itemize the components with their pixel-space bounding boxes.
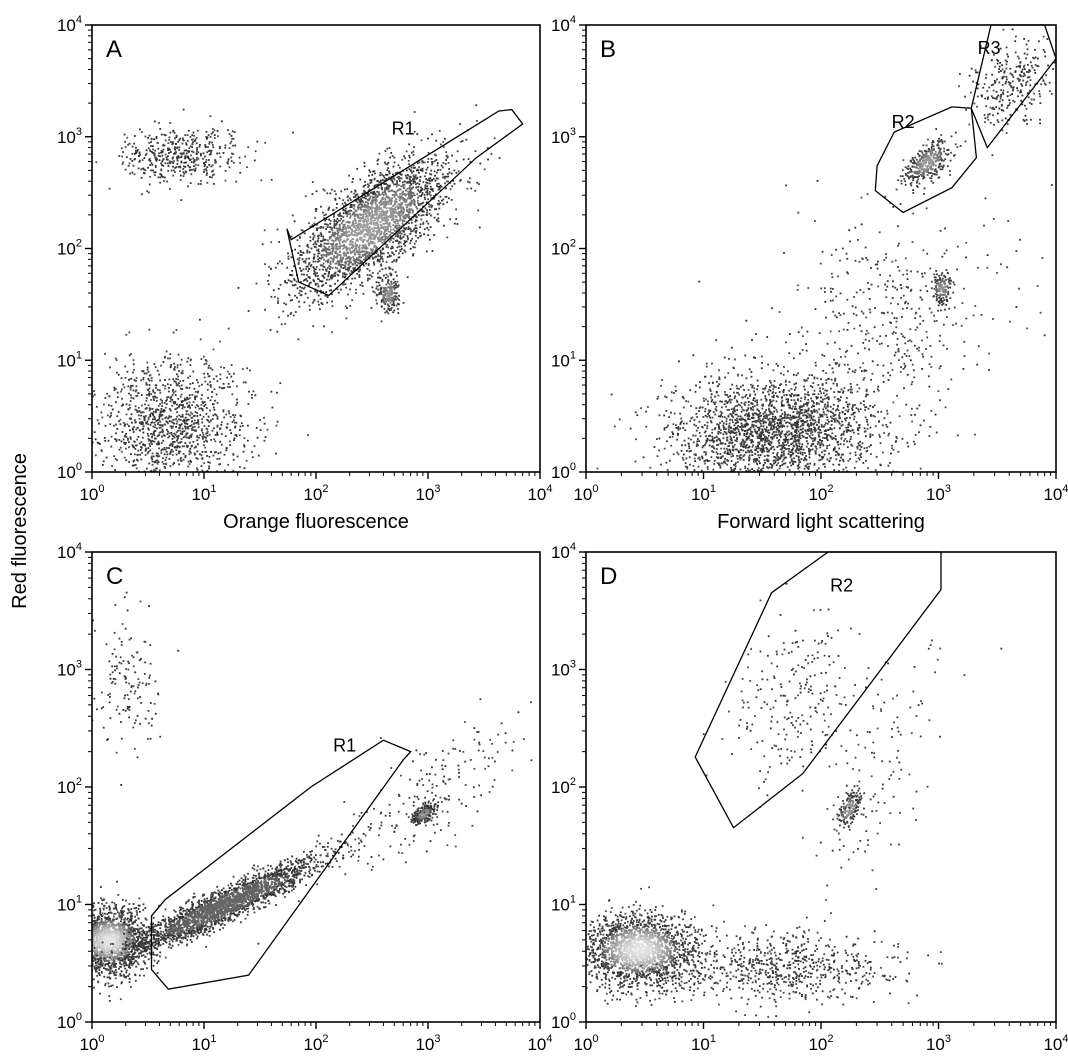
y-tick-label: 103 xyxy=(551,126,576,147)
y-tick-label: 100 xyxy=(57,461,82,482)
gate-r2 xyxy=(874,106,978,214)
y-tick-label: 101 xyxy=(57,349,82,370)
panel-label: B xyxy=(600,36,616,63)
y-tick-label: 103 xyxy=(551,659,576,680)
cluster-3 xyxy=(702,582,874,808)
scatter-points xyxy=(596,28,1056,472)
x-tick-label: 104 xyxy=(527,483,552,504)
gate-label-r1: R1 xyxy=(392,118,415,138)
x-tick-label: 101 xyxy=(691,1033,716,1054)
y-tick-label: 101 xyxy=(551,894,576,915)
y-tick-label: 100 xyxy=(551,461,576,482)
cluster-2 xyxy=(895,128,967,195)
cluster-1 xyxy=(92,880,187,1002)
x-tick-label: 100 xyxy=(79,1033,104,1054)
y-tick-label: 102 xyxy=(551,238,576,259)
plot-frame xyxy=(91,24,541,473)
x-tick-label: 103 xyxy=(415,1033,440,1054)
y-tick-label: 104 xyxy=(57,541,82,562)
y-tick-label: 104 xyxy=(551,541,576,562)
cluster-2 xyxy=(93,821,383,980)
x-tick-label: 103 xyxy=(926,483,951,504)
cluster-5 xyxy=(257,698,533,945)
x-tick-label: 102 xyxy=(808,1033,833,1054)
cluster-2 xyxy=(832,780,865,841)
gate-r1 xyxy=(286,108,524,297)
panel-c: R1100100101101102102103103104104COrange … xyxy=(57,541,553,1054)
x-tick-label: 102 xyxy=(303,1033,328,1054)
gate-r2 xyxy=(694,551,942,829)
cluster-1 xyxy=(586,886,751,1019)
cluster-2 xyxy=(92,318,309,472)
y-tick-label: 104 xyxy=(551,14,576,35)
x-tick-label: 103 xyxy=(415,483,440,504)
scatter-points xyxy=(92,591,533,1002)
x-tick-label: 102 xyxy=(808,483,833,504)
shared-y-axis-label: Red fluorescence xyxy=(9,453,31,609)
plot-frame xyxy=(585,551,1057,1023)
x-tick-label: 101 xyxy=(191,1033,216,1054)
cluster-1 xyxy=(237,104,501,341)
cluster-3 xyxy=(410,799,444,827)
cluster-5 xyxy=(801,639,1003,901)
y-tick-label: 102 xyxy=(551,776,576,797)
plot-frame xyxy=(585,24,1057,473)
cluster-5 xyxy=(682,172,1053,469)
plot-frame xyxy=(91,551,541,1023)
y-tick-label: 104 xyxy=(57,14,82,35)
gate-r1 xyxy=(150,739,412,990)
y-tick-label: 103 xyxy=(57,659,82,680)
y-tick-label: 100 xyxy=(57,1011,82,1032)
y-tick-label: 102 xyxy=(57,238,82,259)
y-tick-label: 101 xyxy=(551,349,576,370)
panel-label: A xyxy=(106,36,122,63)
y-tick-label: 103 xyxy=(57,126,82,147)
cluster-3 xyxy=(92,108,294,201)
x-tick-label: 100 xyxy=(573,483,598,504)
x-axis-label: Orange fluorescence xyxy=(223,511,409,533)
x-tick-label: 104 xyxy=(1043,1033,1068,1054)
x-tick-label: 104 xyxy=(1043,483,1068,504)
panel-label: C xyxy=(106,563,123,590)
scatter-points xyxy=(586,582,1003,1019)
x-tick-label: 101 xyxy=(191,483,216,504)
panel-d: R2100100101101102102103103104104DSide li… xyxy=(551,541,1068,1054)
scatter-points xyxy=(92,104,501,472)
x-axis-label: Forward light scattering xyxy=(717,511,925,533)
cluster-4 xyxy=(958,28,1056,157)
cluster-4 xyxy=(92,591,180,786)
x-tick-label: 104 xyxy=(527,1033,552,1054)
cluster-4 xyxy=(370,267,409,323)
y-tick-label: 102 xyxy=(57,776,82,797)
gate-label-r2: R2 xyxy=(892,112,915,132)
x-tick-label: 101 xyxy=(691,483,716,504)
gate-label-r3: R3 xyxy=(978,38,1001,58)
gate-r3 xyxy=(970,24,1057,149)
x-tick-label: 100 xyxy=(79,483,104,504)
cluster-1 xyxy=(596,333,947,472)
gate-label-r1: R1 xyxy=(333,736,356,756)
panel-label: D xyxy=(600,563,617,590)
cluster-3 xyxy=(930,269,955,312)
x-tick-label: 103 xyxy=(926,1033,951,1054)
cluster-4 xyxy=(620,912,943,1018)
x-tick-label: 102 xyxy=(303,483,328,504)
y-tick-label: 100 xyxy=(551,1011,576,1032)
y-tick-label: 101 xyxy=(57,894,82,915)
gate-label-r2: R2 xyxy=(830,576,853,596)
x-tick-label: 100 xyxy=(573,1033,598,1054)
